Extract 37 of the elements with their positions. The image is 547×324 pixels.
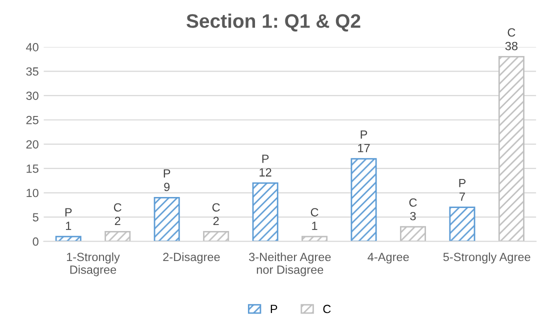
bar — [350, 158, 377, 242]
bar — [55, 236, 82, 242]
bar — [203, 230, 230, 242]
data-label: C 1 — [310, 208, 318, 230]
data-label: P 1 — [65, 208, 72, 230]
y-tick-label: 20 — [26, 140, 38, 149]
x-tick-label: 1-Strongly Disagree — [66, 252, 120, 276]
bar — [302, 236, 328, 242]
y-tick-label: 10 — [26, 188, 38, 198]
data-label: C 2 — [212, 203, 220, 226]
y-tick-label: 0 — [32, 237, 38, 246]
legend-label: P — [270, 304, 278, 314]
data-label: C 2 — [114, 203, 122, 226]
y-tick-label: 35 — [26, 67, 38, 76]
chart-title: Section 1: Q1 & Q2 — [186, 14, 360, 32]
bar — [449, 206, 476, 242]
data-label: P 9 — [164, 169, 170, 192]
data-label: C 3 — [409, 198, 417, 220]
bar — [400, 226, 426, 242]
y-tick-label: 15 — [26, 164, 38, 173]
bar — [498, 56, 524, 242]
bar — [252, 182, 278, 242]
x-tick-label: 3-Neither Agree nor Disagree — [249, 252, 331, 276]
x-tick-label: 5-Strongly Agree — [443, 252, 530, 264]
data-label: C 38 — [505, 28, 518, 50]
y-tick-label: 40 — [26, 43, 38, 52]
bar — [104, 230, 131, 242]
data-label: P 12 — [260, 154, 272, 176]
y-tick-label: 30 — [26, 92, 38, 100]
y-tick-label: 5 — [32, 213, 38, 222]
data-label: P 17 — [358, 130, 370, 152]
legend-label: C — [323, 304, 331, 314]
bar — [154, 196, 180, 242]
data-label: P 7 — [459, 179, 466, 201]
y-tick-label: 25 — [26, 116, 38, 124]
x-tick-label: 2-Disagree — [163, 252, 220, 264]
x-tick-label: 4-Agree — [368, 252, 409, 264]
